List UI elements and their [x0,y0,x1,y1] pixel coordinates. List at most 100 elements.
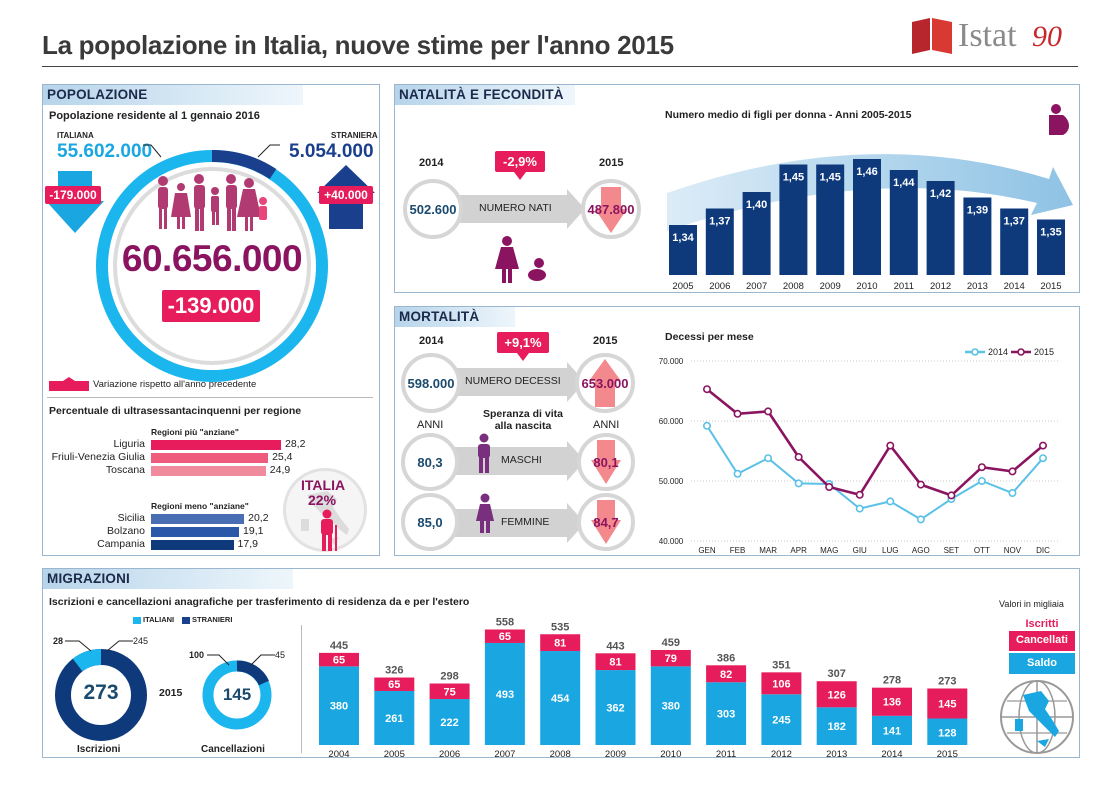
region-value: 17,9 [237,538,258,550]
over65-title: Percentuale di ultrasessantacinquenni pe… [49,405,302,417]
female-icon [476,493,494,533]
istat-logo-text: Istat [958,17,1017,54]
deaths-2014-value: 598.000 [407,375,455,391]
cancellati-bar [650,649,691,667]
section-band [395,85,575,105]
legend-marker [1017,348,1025,356]
cancellati-bar [761,672,802,695]
region-label: Campania [97,538,145,550]
cancellati-bar [927,688,968,719]
births-2015-value: 487.800 [587,201,635,217]
region-bar [151,527,240,537]
year-label: 2013 [826,749,847,759]
saldo-bar [872,715,912,745]
iscritti-label: 443 [606,640,624,652]
cancellati-bar [872,687,912,716]
data-point [794,453,803,462]
cancellati-label: 82 [720,669,732,681]
data-point [855,490,864,499]
deaths-arrow-shape [435,362,585,402]
italiana-label: ITALIANA [57,131,94,140]
legend-label: 2014 [988,347,1008,357]
x-tick-label: APR [790,546,807,555]
iscrizioni-total: 273 [83,681,119,704]
fertility-trend-arrow-icon [667,154,1073,231]
maschi-2015-circle: 80,1 [577,433,635,491]
cancellazioni-italiani: 100 [189,650,205,660]
fertility-bar [779,164,808,275]
mortalita-panel: MORTALITÀ 2014 2015 +9,1% NUMERO DECESSI… [394,306,1080,556]
legend-stranieri-label: STRANIERI [192,615,233,624]
valori-note: Valori in migliaia [999,599,1064,609]
maschi-2015-value: 80,1 [593,454,619,470]
region-bar [151,514,245,524]
variation-legend-text: Variazione rispetto all'anno precedente [93,379,257,390]
y-tick-label: 40.000 [659,537,684,546]
legend-saldo: Saldo [1027,657,1057,669]
data-point [733,469,742,478]
region-value: 28,2 [285,438,306,450]
fertility-bar [889,170,918,275]
cancellati-label: 65 [388,679,400,691]
year-2014: 2014 [419,157,444,169]
fertility-year-label: 2010 [856,281,877,292]
saldo-bar [927,718,968,745]
femmine-2014-circle: 85,0 [401,493,459,551]
popolazione-panel: POPOLAZIONE Popolazione residente al 1 g… [42,84,380,556]
fertility-bar-chart: 1,34 2005 1,37 2006 1,40 2007 1,45 2008 1,45 2009… [669,159,1065,292]
cancellati-label: 79 [665,653,677,665]
fertility-value-label: 1,37 [1003,216,1024,228]
male-icon [478,433,490,473]
globe-icon [1000,680,1074,754]
iscrizioni-label: Iscrizioni [77,744,121,755]
data-point [733,409,742,418]
data-point [977,463,986,472]
iscritti-label: 273 [938,675,956,687]
fertility-year-label: 2008 [783,281,804,292]
fertility-value-label: 1,34 [672,232,694,244]
deaths-2015-value: 653.000 [581,375,629,391]
data-point [886,441,895,450]
fertility-bar [1000,208,1029,275]
fertility-year-label: 2014 [1004,281,1025,292]
cancellati-bar [595,653,636,671]
fertility-value-label: 1,37 [709,216,730,228]
x-tick-label: MAG [820,546,838,555]
italia-label: ITALIA [301,477,346,493]
region-bar [151,440,281,450]
population-total-delta: -139.000 [162,290,260,322]
cancellati-label: 136 [883,697,901,709]
data-point [702,421,711,430]
year-label: 2008 [550,749,571,759]
data-point [1038,454,1047,463]
births-label: NUMERO NATI [479,202,552,214]
saldo-label: 380 [330,701,348,713]
divider [47,397,373,398]
variation-legend-swatch-icon [49,377,89,391]
deaths-2015-circle: 653.000 [575,353,635,413]
year-2015: 2015 [593,335,618,347]
data-point [886,497,895,506]
saldo-bar [816,707,857,745]
speranza-title: Speranza di vita alla nascita [483,408,563,432]
region-value: 24,9 [269,464,291,476]
saldo-label: 245 [772,715,790,727]
year-label: 2010 [660,749,681,759]
saldo-label: 362 [606,703,624,715]
x-tick-label: NOV [1004,546,1022,555]
x-tick-label: AGO [912,546,930,555]
iscritti-label: 307 [828,668,846,680]
births-arrow-shape [435,189,585,229]
year-label: 2005 [384,749,405,759]
year-2014: 2014 [419,335,444,347]
fertility-bar [669,225,697,275]
legend-stranieri-swatch [182,617,190,624]
region-value: 25,4 [272,451,293,463]
migrazioni-subtitle: Iscrizioni e cancellazioni anagrafiche p… [49,596,470,608]
saldo-label: 380 [662,701,680,713]
saldo-label: 303 [717,709,735,721]
fertility-year-label: 2011 [894,281,914,292]
leader-line [65,640,92,652]
births-delta: -2,9% [495,151,545,172]
deaths-delta: +9,1% [497,332,549,353]
